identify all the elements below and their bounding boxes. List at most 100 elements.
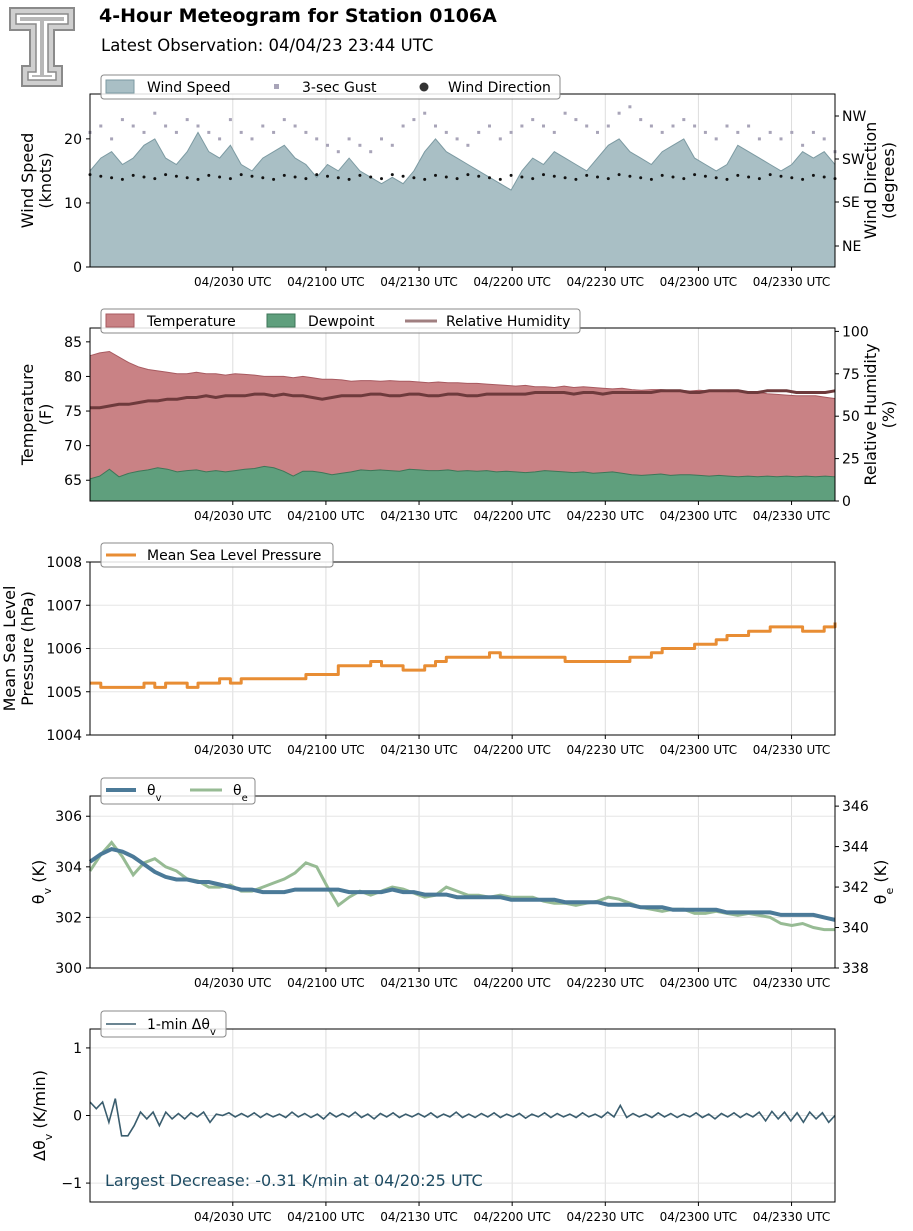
wind-direction-point	[304, 177, 308, 181]
y-tick-label: 1	[73, 1041, 82, 1057]
wind-direction-point	[801, 177, 805, 181]
legend-label-temperature: Temperature	[146, 314, 236, 330]
gust-point	[725, 124, 729, 128]
y2-tick-label: 50	[842, 409, 860, 425]
legend-label-gust: 3-sec Gust	[302, 80, 377, 96]
y2-tick-label: 25	[842, 452, 860, 468]
legend-label-delta-theta: 1-min Δθv	[147, 1017, 216, 1038]
wind-direction-point	[412, 176, 416, 180]
gust-point	[434, 124, 437, 128]
y-axis-label: Temperature(F)	[18, 364, 55, 466]
x-tick-label: 04/2330 UTC	[753, 976, 830, 990]
wind-direction-point	[714, 176, 718, 180]
wind-direction-point	[639, 176, 643, 180]
gust-point	[649, 124, 653, 128]
gust-point	[336, 150, 340, 154]
y2-tick-label: 344	[842, 840, 869, 856]
wind-direction-point	[380, 177, 383, 181]
gust-point	[509, 130, 513, 134]
gust-point	[444, 130, 448, 134]
dewpoint-area	[89, 465, 836, 502]
wind-direction-point	[99, 174, 103, 178]
pressure-line	[90, 622, 837, 689]
y-axis-label-line: Relative Humidity	[861, 343, 880, 485]
gust-point	[423, 111, 427, 115]
wind-direction-point	[822, 175, 826, 179]
y-tick-label: 304	[55, 860, 82, 876]
subscript: e	[883, 888, 896, 895]
legend-label-wind-speed: Wind Speed	[147, 80, 231, 96]
gust-point	[639, 118, 643, 122]
gust-point	[401, 124, 405, 128]
x-tick-label: 04/2130 UTC	[380, 976, 457, 990]
y-axis-label-line: (degrees)	[879, 142, 898, 219]
legend-box	[100, 777, 256, 805]
wind-direction-point	[693, 173, 697, 177]
x-tick-label: 04/2230 UTC	[567, 509, 644, 523]
gust-point	[185, 118, 189, 122]
subscript: v	[210, 1027, 216, 1038]
wind-direction-point	[542, 173, 545, 177]
wind-direction-point	[228, 177, 232, 181]
gust-point	[315, 137, 319, 141]
subscript: v	[41, 887, 54, 894]
gust-point	[585, 124, 589, 128]
x-tick-label: 04/2200 UTC	[473, 275, 550, 289]
gust-point	[369, 150, 373, 154]
x-tick-label: 04/2200 UTC	[473, 1210, 550, 1224]
y2-tick-label: 338	[842, 961, 869, 977]
gust-point	[520, 124, 524, 128]
x-tick-label: 04/2300 UTC	[660, 1210, 737, 1224]
gust-point	[477, 130, 481, 134]
gust-point	[174, 130, 178, 134]
wind-direction-point	[574, 177, 578, 181]
wind-direction-point	[703, 174, 707, 178]
wind-direction-point	[218, 175, 222, 179]
gust-point	[282, 118, 286, 122]
legend-label-rh: Relative Humidity	[446, 314, 570, 330]
legend-label-direction: Wind Direction	[448, 80, 551, 96]
gust-point	[390, 143, 394, 147]
y-axis-label-line: Pressure (hPa)	[18, 591, 37, 706]
wind-direction-point	[649, 177, 653, 181]
y2-tick-label: 100	[842, 324, 869, 340]
y-tick-label: 1004	[46, 728, 82, 744]
gust-point	[196, 124, 200, 128]
x-tick-label: 04/2300 UTC	[660, 275, 737, 289]
gust-point	[293, 124, 297, 128]
wind-speed-area	[89, 131, 836, 268]
gust-point	[304, 130, 308, 134]
y-tick-label: 10	[64, 196, 82, 212]
y-tick-label: 1007	[46, 598, 82, 614]
legend-swatch-dewpoint	[266, 313, 296, 328]
y2-tick-label: NW	[842, 109, 866, 125]
wind-direction-point	[347, 177, 351, 181]
wind-direction-point	[747, 175, 751, 179]
y-tick-label: 1005	[46, 685, 82, 701]
x-tick-label: 04/2230 UTC	[567, 743, 644, 757]
gust-point	[768, 130, 772, 134]
wind-direction-point	[736, 173, 740, 177]
x-tick-label: 04/2200 UTC	[473, 743, 550, 757]
theta-v-line	[88, 846, 836, 922]
wind-direction-point	[628, 174, 632, 178]
legend-box	[100, 1010, 227, 1038]
y-axis-label-line: (knots)	[36, 152, 55, 208]
gust-point	[412, 118, 416, 122]
y-axis-label: Mean Sea LevelPressure (hPa)	[0, 586, 37, 712]
wind-direction-point	[185, 176, 189, 180]
gust-point	[693, 124, 697, 128]
legend-swatch-gust	[274, 84, 279, 89]
latest-observation: Latest Observation: 04/04/23 23:44 UTC	[101, 36, 434, 55]
gust-point	[272, 130, 276, 134]
y-axis-label-line: (F)	[36, 404, 55, 426]
wind-direction-point	[196, 177, 200, 181]
wind-direction-point	[131, 173, 135, 177]
legend-label-pressure: Mean Sea Level Pressure	[147, 548, 321, 564]
axes-frame	[89, 795, 836, 969]
x-tick-label: 04/2030 UTC	[194, 275, 271, 289]
wind-direction-point	[811, 173, 815, 177]
y2-tick-label: 346	[842, 799, 869, 815]
wind-direction-point	[434, 173, 437, 177]
wind-direction-point	[725, 177, 729, 181]
